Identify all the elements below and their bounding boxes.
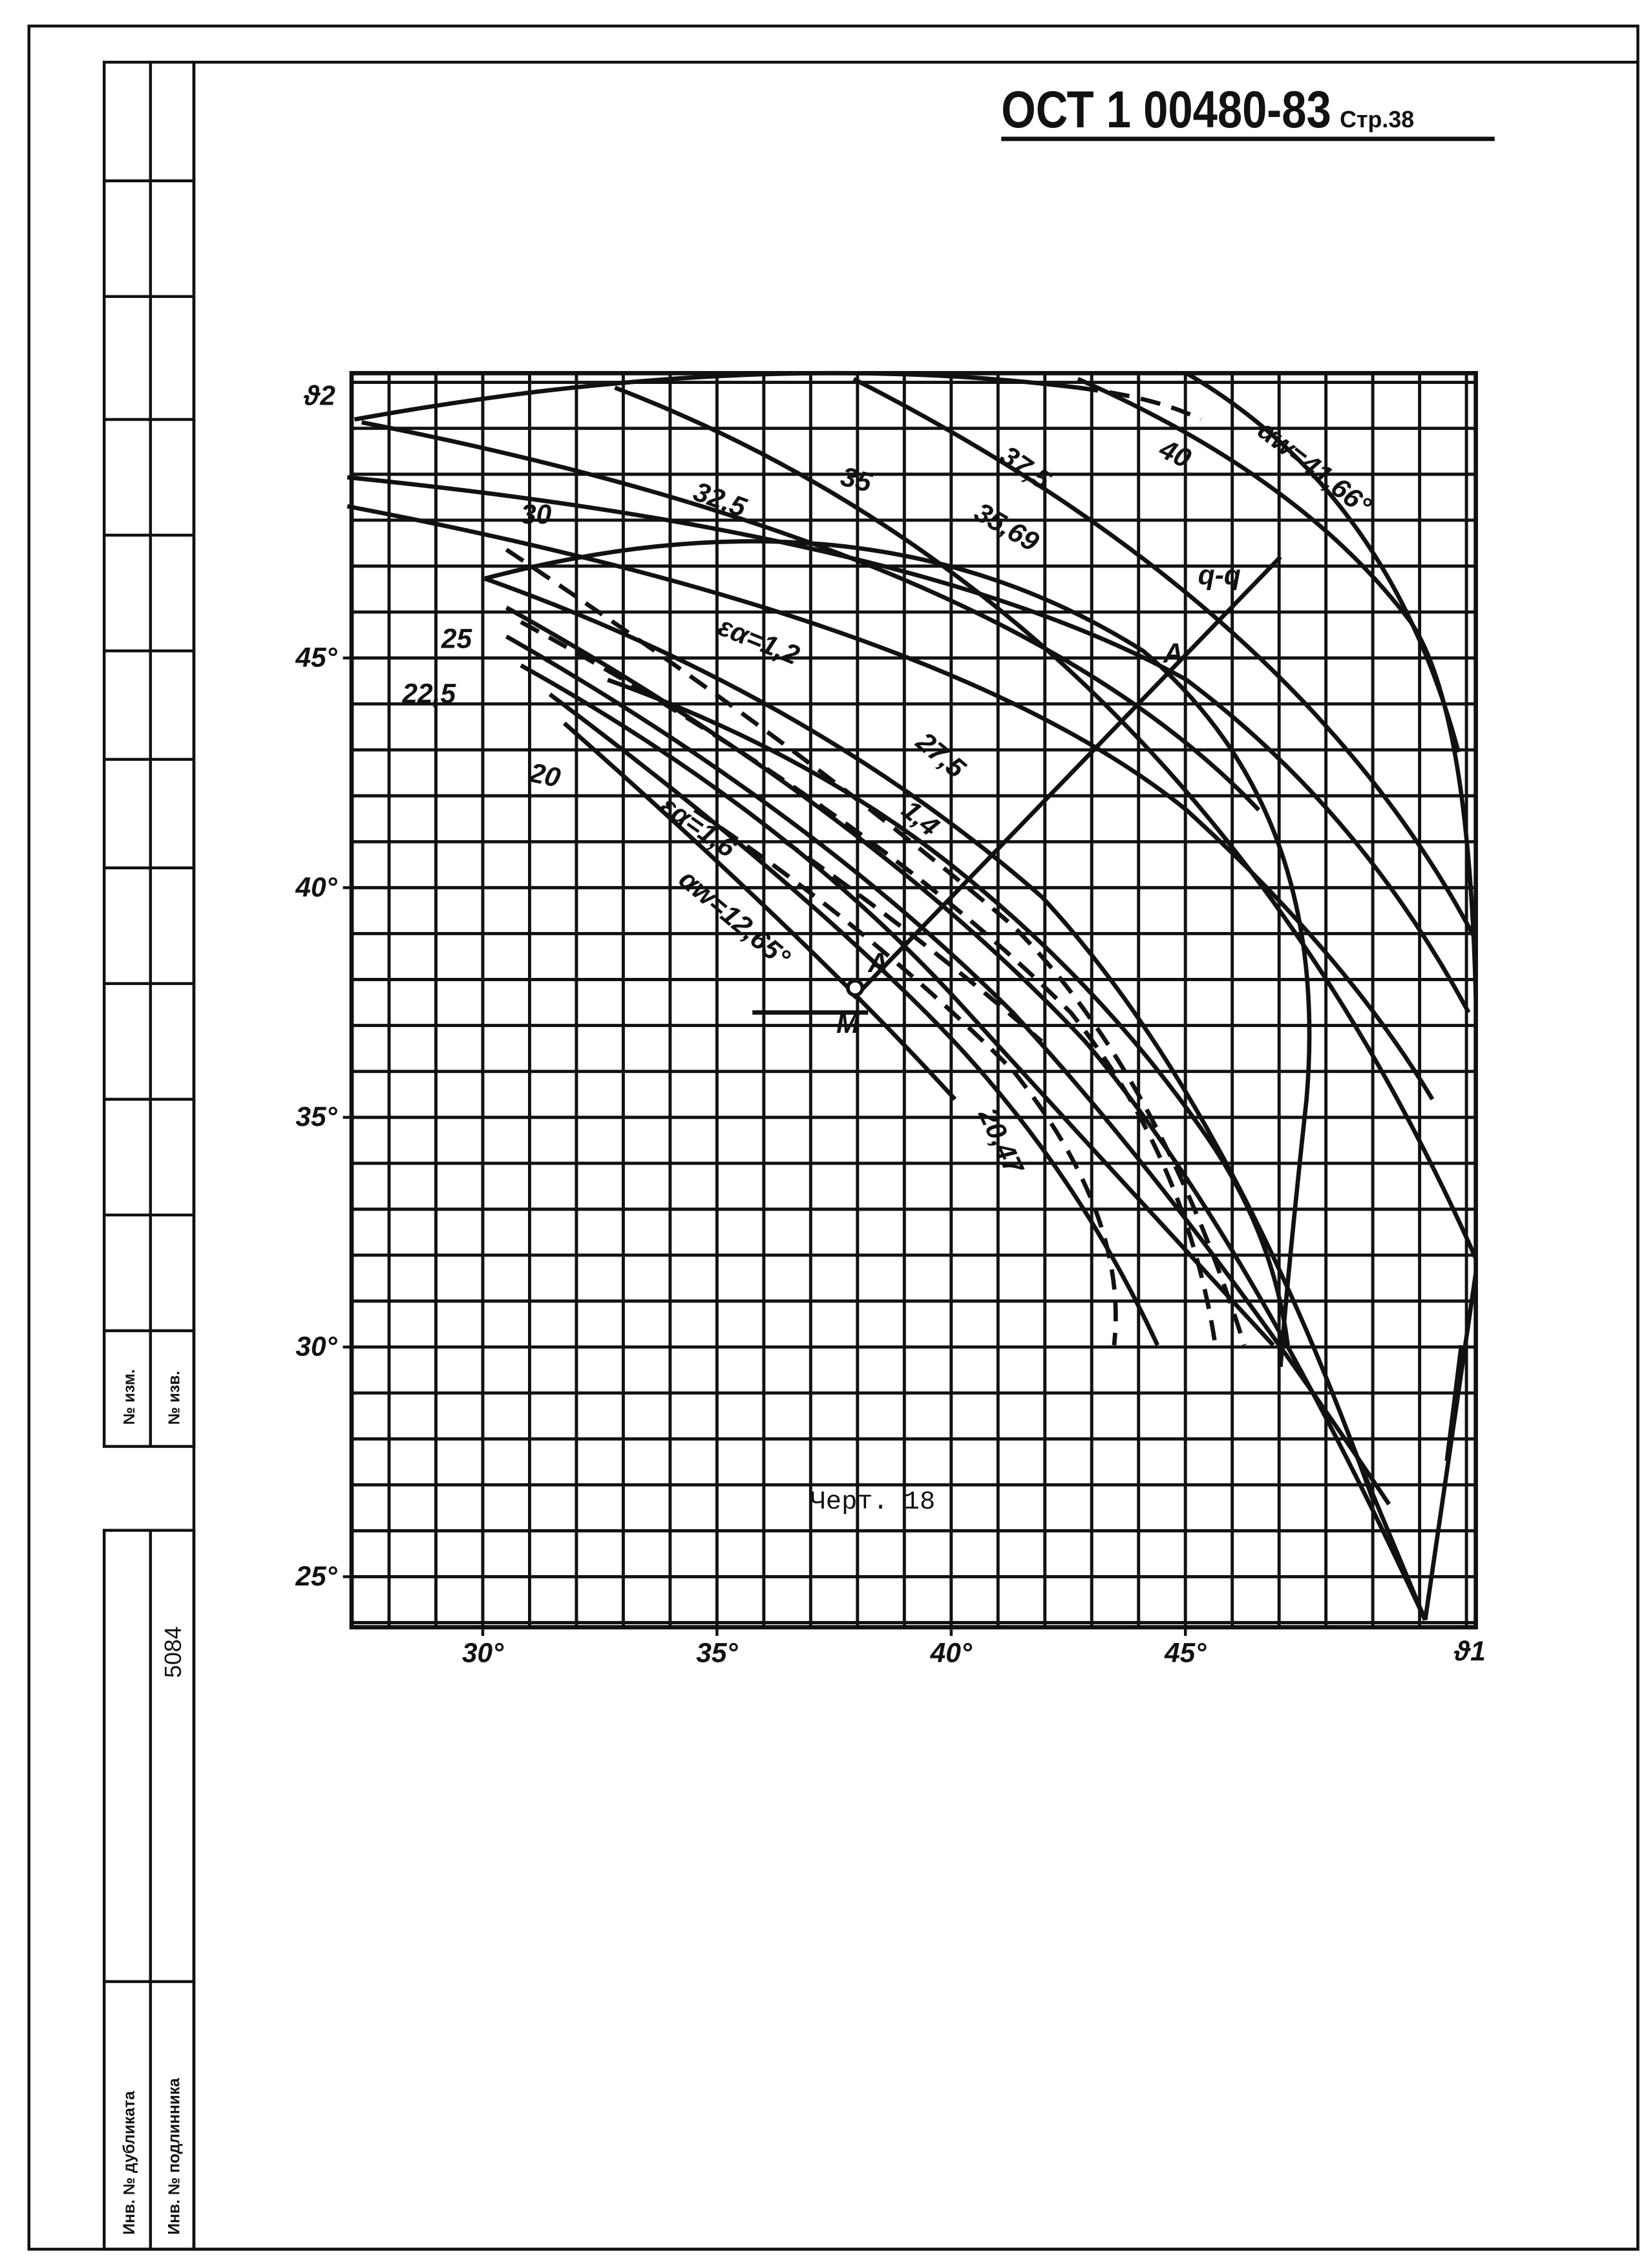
curve-label: M	[836, 1009, 860, 1039]
page-number: Стр.38	[1340, 107, 1414, 132]
curve-label: A	[1163, 639, 1183, 669]
curve-label: 32,5	[690, 476, 751, 524]
curve-label: 25	[441, 624, 473, 655]
curve-label: εα=1,6	[655, 790, 741, 864]
curve-label: 35	[838, 461, 876, 499]
curve-label: q-q	[1198, 560, 1241, 591]
stamp-original-inv: Инв. № подлинника	[166, 2078, 184, 2235]
y-axis-label: ϑ2	[303, 381, 335, 412]
curve-label: 20,47	[972, 1103, 1030, 1180]
curve-label: 22,5	[401, 679, 456, 710]
stamp-duplicate-inv: Инв. № дубликата	[121, 2091, 138, 2235]
x-axis-label: ϑ1	[1453, 1637, 1486, 1667]
y-tick-label: 35°	[295, 1102, 337, 1132]
y-tick-label: 30°	[295, 1332, 337, 1362]
y-tick-label: 25°	[295, 1562, 337, 1592]
y-tick-label: 40°	[295, 873, 337, 903]
curve-label: A	[867, 948, 888, 979]
stamp-notice-no: № изв.	[166, 1371, 184, 1425]
x-tick-label: 45°	[1164, 1638, 1207, 1668]
curve-label: 30	[521, 500, 552, 530]
inner-frame	[192, 60, 1640, 2251]
curve-label: 37,5	[995, 440, 1057, 496]
curves	[346, 370, 1478, 1621]
y-tick-label: 45°	[295, 642, 337, 673]
outer-frame	[27, 25, 1640, 2251]
curve-label: 35,69	[969, 497, 1044, 558]
curve-label: 20	[526, 758, 563, 794]
curve-label: 27,5	[910, 726, 971, 785]
curve-label: αw=41,66°	[1252, 415, 1377, 522]
x-tick-label: 35°	[696, 1638, 738, 1668]
x-tick-label: 40°	[930, 1638, 973, 1668]
figure-caption: Черт. 18	[810, 1487, 935, 1517]
curve-label: 40	[1154, 434, 1196, 474]
curve-label: εα=1,2	[713, 611, 803, 672]
x-tick-label: 30°	[462, 1638, 504, 1668]
stamp-number: 5084	[160, 1626, 186, 1678]
stamp-change-no: № изм.	[121, 1369, 138, 1425]
standard-code: ОСТ 1 00480-83	[1001, 81, 1331, 139]
stamp-columns	[102, 60, 196, 2251]
